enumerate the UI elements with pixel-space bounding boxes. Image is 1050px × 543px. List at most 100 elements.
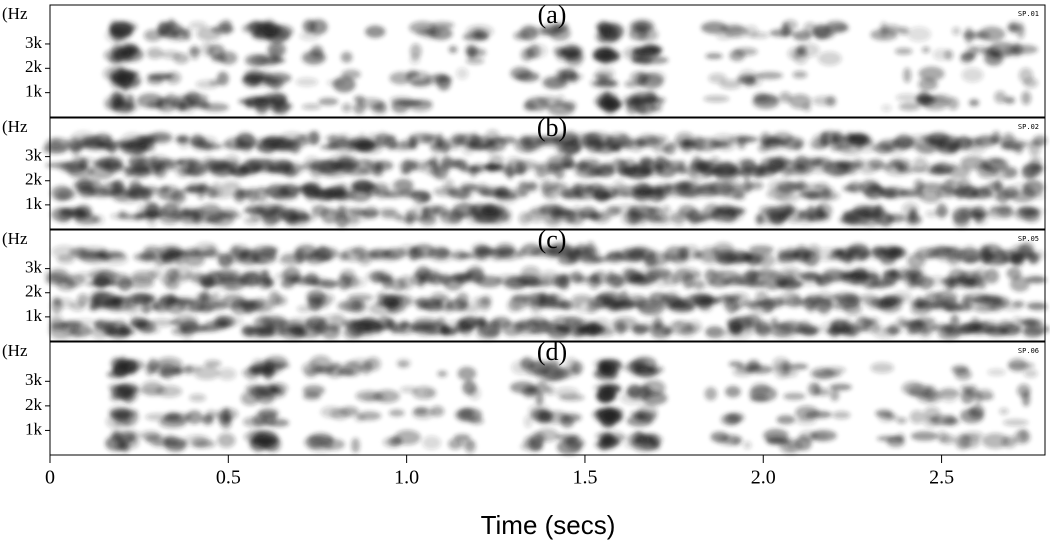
texture-blob — [141, 303, 151, 314]
texture-blob — [798, 271, 822, 281]
texture-blob — [345, 168, 373, 177]
texture-blob — [795, 327, 817, 335]
texture-blob — [648, 292, 669, 304]
y-tick-label: 3k — [25, 370, 43, 389]
texture-blob — [151, 439, 173, 448]
texture-blob — [421, 206, 430, 221]
texture-blob — [406, 209, 419, 220]
texture-blob — [510, 294, 528, 311]
texture-blob — [88, 188, 116, 198]
texture-blob — [996, 190, 1010, 204]
texture-blob — [755, 323, 772, 337]
texture-blob — [921, 46, 930, 54]
texture-blob — [213, 158, 231, 175]
texture-blob — [201, 156, 217, 168]
texture-blob — [585, 241, 596, 257]
texture-blob — [93, 319, 118, 328]
texture-blob — [494, 242, 516, 257]
texture-blob — [536, 409, 553, 425]
texture-blob — [501, 321, 523, 337]
texture-blob — [959, 207, 984, 219]
texture-blob — [597, 46, 615, 59]
texture-blob — [766, 274, 780, 290]
texture-blob — [80, 246, 107, 256]
texture-blob — [637, 97, 664, 109]
texture-blob — [879, 21, 888, 38]
y-axis-label: (Hz — [2, 117, 28, 136]
panel-frame — [49, 4, 1046, 118]
texture-blob — [896, 191, 917, 199]
texture-blob — [1021, 91, 1032, 105]
texture-blob — [896, 417, 907, 424]
texture-blob — [812, 95, 835, 106]
texture-blob — [798, 182, 809, 194]
texture-blob — [160, 250, 184, 261]
texture-blob — [181, 98, 196, 114]
texture-blob — [235, 133, 257, 149]
texture-blob — [930, 162, 954, 175]
texture-blob — [630, 71, 651, 84]
texture-blob — [716, 294, 742, 302]
texture-blob — [472, 296, 491, 306]
texture-blob — [867, 316, 881, 329]
texture-blob — [559, 394, 585, 401]
texture-blob — [67, 164, 94, 179]
y-tick-label: 2k — [25, 57, 43, 76]
texture-blob — [963, 295, 976, 312]
texture-blob — [149, 318, 174, 327]
texture-blob — [968, 275, 979, 289]
texture-blob — [628, 22, 648, 34]
texture-blob — [169, 412, 193, 421]
y-tick-label: 1k — [25, 82, 43, 101]
texture-blob — [169, 319, 183, 326]
texture-blob — [768, 322, 793, 338]
texture-blob — [424, 74, 453, 85]
texture-blob — [909, 410, 925, 424]
texture-blob — [376, 299, 400, 308]
texture-blob — [738, 69, 757, 85]
texture-blob — [984, 268, 1000, 284]
texture-blob — [541, 319, 551, 333]
texture-blob — [703, 95, 730, 103]
texture-blob — [1032, 192, 1045, 200]
texture-blob — [665, 160, 686, 171]
texture-blob — [1023, 369, 1038, 378]
texture-blob — [436, 296, 452, 312]
texture-blob — [432, 205, 449, 216]
texture-blob — [523, 415, 533, 428]
texture-blob — [855, 316, 871, 332]
texture-blob — [825, 20, 848, 34]
texture-blob — [266, 95, 288, 104]
texture-blob — [183, 434, 211, 448]
texture-blob — [200, 41, 215, 57]
texture-blob — [502, 207, 512, 224]
texture-blob — [477, 321, 502, 337]
texture-blob — [708, 73, 727, 84]
texture-blob — [701, 21, 728, 34]
y-tick-label: 1k — [25, 194, 43, 213]
texture-blob — [562, 188, 577, 197]
texture-blob — [562, 100, 577, 111]
texture-blob — [179, 319, 199, 335]
texture-blob — [936, 136, 947, 152]
texture-blob — [206, 186, 217, 199]
texture-blob — [668, 188, 687, 198]
texture-blob — [992, 179, 1003, 193]
texture-blob — [91, 297, 101, 312]
texture-blob — [1006, 267, 1022, 280]
texture-blob — [718, 164, 736, 180]
texture-blob — [425, 323, 451, 335]
texture-blob — [360, 181, 374, 193]
texture-blob — [542, 26, 565, 36]
texture-blob — [928, 275, 946, 286]
texture-blob — [470, 28, 483, 38]
texture-blob — [746, 166, 770, 177]
texture-blob — [294, 324, 323, 339]
texture-blob — [974, 389, 983, 406]
texture-blob — [792, 70, 808, 79]
texture-blob — [607, 205, 621, 216]
texture-blob — [749, 385, 778, 402]
texture-blob — [253, 186, 269, 203]
texture-blob — [411, 243, 436, 259]
texture-blob — [903, 67, 912, 83]
